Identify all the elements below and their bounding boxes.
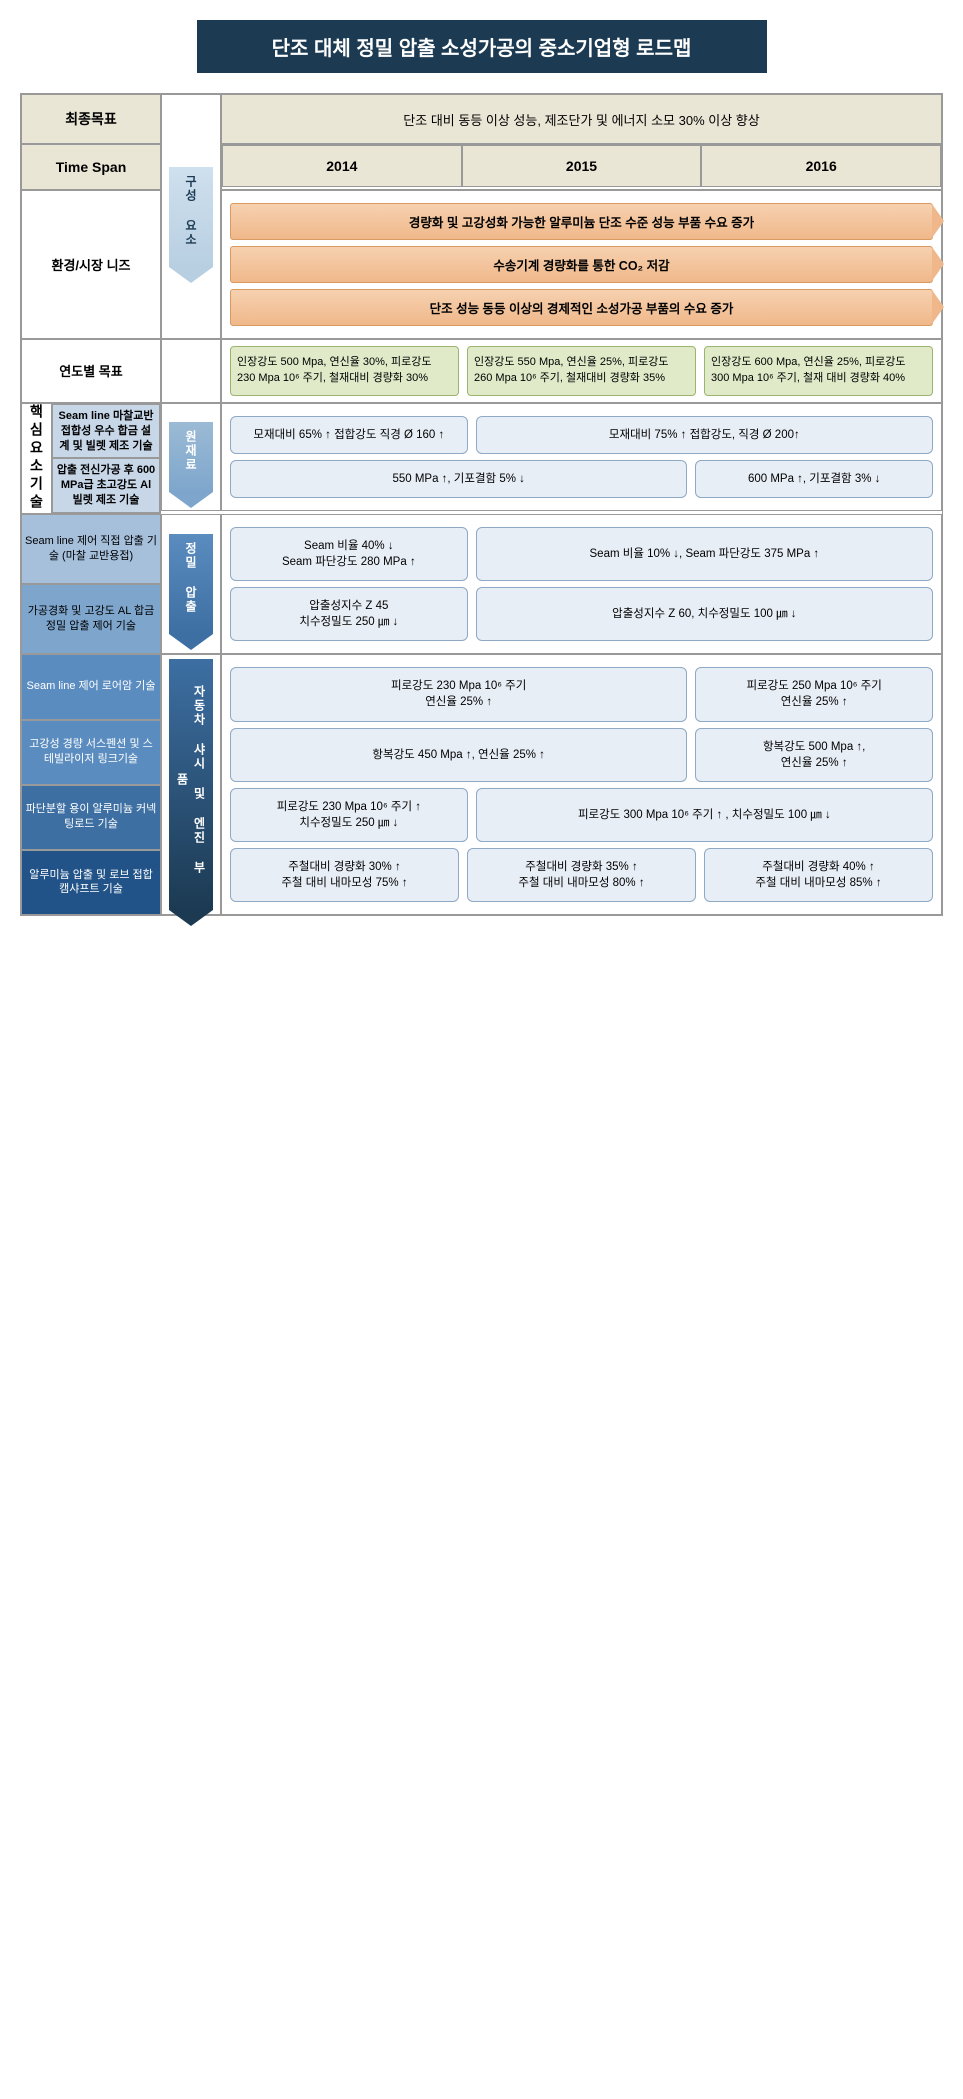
prec-box-1-1: 압출성지수 Z 60, 치수정밀도 100 ㎛ ↓ xyxy=(476,587,933,641)
auto-label-2: 파단분할 용이 알루미늄 커넥팅로드 기술 xyxy=(21,785,161,850)
mat-side-labels: Seam line 마찰교반접합성 우수 합금 설계 및 빌렛 제조 기술 압출… xyxy=(52,404,160,513)
auto-box-0-1: 피로강도 250 Mpa 10⁶ 주기 연신율 25% ↑ xyxy=(695,667,933,721)
chevron-comp-label: 구성 요소 xyxy=(169,167,213,267)
env-bar-0: 경량화 및 고강성화 가능한 알루미늄 단조 수준 성능 부품 수요 증가 xyxy=(230,203,933,240)
core-block: 핵심요소기술 Seam line 마찰교반접합성 우수 합금 설계 및 빌렛 제… xyxy=(21,403,161,514)
env-bar-1: 수송기계 경량화를 통한 CO₂ 저감 xyxy=(230,246,933,283)
chevron-material-label: 원재료 xyxy=(169,422,213,492)
year-2014: 2014 xyxy=(222,145,462,187)
prec-side-labels: Seam line 제어 직접 압출 기술 (마찰 교반용접) 가공경화 및 고… xyxy=(21,514,161,654)
final-goal-text: 단조 대비 동등 이상 성능, 제조단가 및 에너지 소모 30% 이상 향상 xyxy=(221,94,942,144)
auto-box-3-1: 주철대비 경량화 35% ↑ 주철 대비 내마모성 80% ↑ xyxy=(467,848,696,902)
auto-label-0: Seam line 제어 로어암 기술 xyxy=(21,654,161,719)
chevron-precision: 정밀 압출 xyxy=(161,514,221,654)
roadmap-grid: 최종목표 구성 요소 단조 대비 동등 이상 성능, 제조단가 및 에너지 소모… xyxy=(20,93,943,916)
chevron-precision-label: 정밀 압출 xyxy=(169,534,213,634)
mat-box-1-1: 600 MPa ↑, 기포결함 3% ↓ xyxy=(695,460,933,498)
mat-box-1-0: 550 MPa ↑, 기포결함 5% ↓ xyxy=(230,460,687,498)
years-row: 2014 2015 2016 xyxy=(221,144,942,190)
timespan-label: Time Span xyxy=(21,144,161,190)
yearly-goal-label: 연도별 목표 xyxy=(21,339,161,403)
prec-box-1-0: 압출성지수 Z 45 치수정밀도 250 ㎛ ↓ xyxy=(230,587,468,641)
prec-box-0-1: Seam 비율 10% ↓, Seam 파단강도 375 MPa ↑ xyxy=(476,527,933,581)
mat-box-0-0: 모재대비 65% ↑ 접합강도 직경 Ø 160 ↑ xyxy=(230,416,468,454)
year-2015: 2015 xyxy=(462,145,702,187)
final-goal-label: 최종목표 xyxy=(21,94,161,144)
prec-label-0: Seam line 제어 직접 압출 기술 (마찰 교반용접) xyxy=(21,514,161,584)
chevron-gap-1 xyxy=(161,339,221,403)
auto-label-3: 알루미늄 압출 및 로브 접합 캠샤프트 기술 xyxy=(21,850,161,915)
prec-box-0-0: Seam 비율 40% ↓ Seam 파단강도 280 MPa ↑ xyxy=(230,527,468,581)
auto-label-1: 고강성 경량 서스펜션 및 스테빌라이저 링크기술 xyxy=(21,720,161,785)
year-2016: 2016 xyxy=(701,145,941,187)
auto-content: 피로강도 230 Mpa 10⁶ 주기 연신율 25% ↑ 피로강도 250 M… xyxy=(221,654,942,915)
chevron-comp: 구성 요소 xyxy=(161,94,221,339)
auto-box-1-0: 항복강도 450 Mpa ↑, 연신율 25% ↑ xyxy=(230,728,687,782)
auto-box-0-0: 피로강도 230 Mpa 10⁶ 주기 연신율 25% ↑ xyxy=(230,667,687,721)
mat-content: 모재대비 65% ↑ 접합강도 직경 Ø 160 ↑ 모재대비 75% ↑ 접합… xyxy=(221,403,942,511)
prec-content: Seam 비율 40% ↓ Seam 파단강도 280 MPa ↑ Seam 비… xyxy=(221,514,942,654)
auto-box-2-0: 피로강도 230 Mpa 10⁶ 주기 ↑ 치수정밀도 250 ㎛ ↓ xyxy=(230,788,468,842)
yearly-goal-content: 인장강도 500 Mpa, 연신율 30%, 피로강도 230 Mpa 10⁶ … xyxy=(221,339,942,403)
auto-box-3-0: 주철대비 경량화 30% ↑ 주철 대비 내마모성 75% ↑ xyxy=(230,848,459,902)
core-vertical-label: 핵심요소기술 xyxy=(22,404,52,513)
env-label: 환경/시장 니즈 xyxy=(21,190,161,339)
goal-2015: 인장강도 550 Mpa, 연신율 25%, 피로강도 260 Mpa 10⁶ … xyxy=(467,346,696,396)
auto-box-3-2: 주철대비 경량화 40% ↑ 주철 대비 내마모성 85% ↑ xyxy=(704,848,933,902)
chevron-auto: 자동차 샤시 및 엔진 부품 xyxy=(161,654,221,915)
mat-box-0-1: 모재대비 75% ↑ 접합강도, 직경 Ø 200↑ xyxy=(476,416,933,454)
prec-label-1: 가공경화 및 고강도 AL 합금 정밀 압출 제어 기술 xyxy=(21,584,161,654)
goal-2016: 인장강도 600 Mpa, 연신율 25%, 피로강도 300 Mpa 10⁶ … xyxy=(704,346,933,396)
chevron-material: 원재료 xyxy=(161,403,221,511)
chevron-auto-label: 자동차 샤시 및 엔진 부품 xyxy=(169,659,213,910)
auto-side-labels: Seam line 제어 로어암 기술 고강성 경량 서스펜션 및 스테빌라이저… xyxy=(21,654,161,915)
mat-label-0: Seam line 마찰교반접합성 우수 합금 설계 및 빌렛 제조 기술 xyxy=(52,404,160,459)
env-bar-2: 단조 성능 동등 이상의 경제적인 소성가공 부품의 수요 증가 xyxy=(230,289,933,326)
title-banner: 단조 대체 정밀 압출 소성가공의 중소기업형 로드맵 xyxy=(197,20,767,73)
goal-2014: 인장강도 500 Mpa, 연신율 30%, 피로강도 230 Mpa 10⁶ … xyxy=(230,346,459,396)
mat-label-1: 압출 전신가공 후 600 MPa급 초고강도 Al 빌렛 제조 기술 xyxy=(52,458,160,513)
env-content: 경량화 및 고강성화 가능한 알루미늄 단조 수준 성능 부품 수요 증가 수송… xyxy=(221,190,942,339)
auto-box-2-1: 피로강도 300 Mpa 10⁶ 주기 ↑ , 치수정밀도 100 ㎛ ↓ xyxy=(476,788,933,842)
auto-box-1-1: 항복강도 500 Mpa ↑, 연신율 25% ↑ xyxy=(695,728,933,782)
